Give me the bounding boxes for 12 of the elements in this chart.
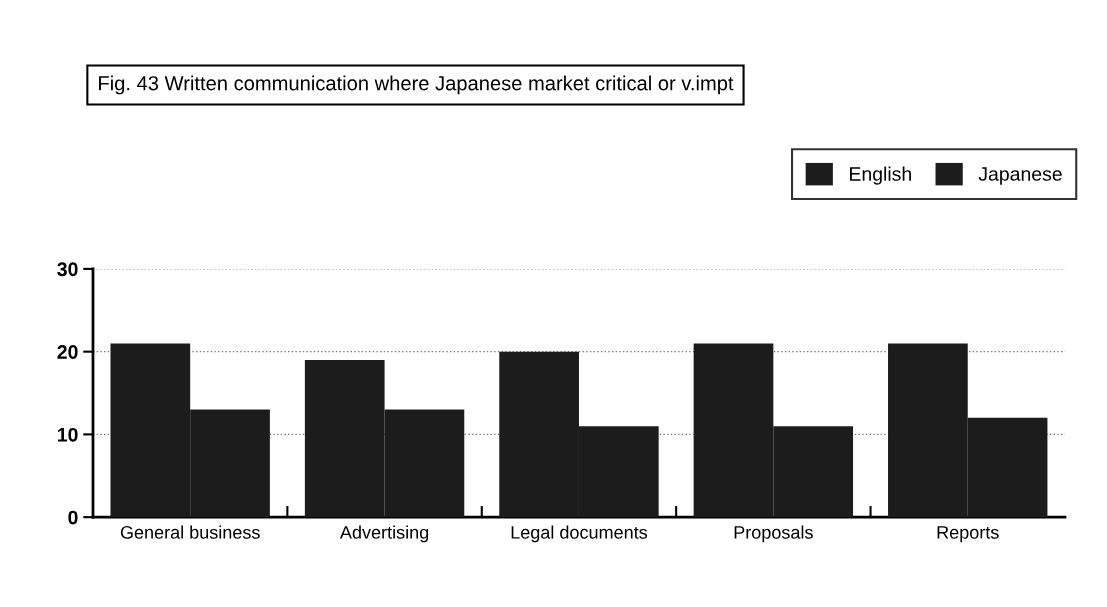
y-tick-label: 30 bbox=[57, 262, 78, 277]
y-tick-label: 0 bbox=[68, 510, 78, 525]
chart-title: Fig. 43 Written communication where Japanese market critical or v.impt bbox=[99, 75, 734, 95]
y-tick-label: 10 bbox=[58, 427, 78, 442]
x-tick-label: Legal documents bbox=[511, 525, 648, 543]
y-tick-label: 20 bbox=[57, 345, 78, 359]
legend-label: Japanese bbox=[978, 167, 1062, 185]
x-tick-label: General business bbox=[120, 525, 260, 539]
x-tick-label: Reports bbox=[937, 526, 999, 543]
x-tick-label: Proposals bbox=[734, 525, 813, 543]
legend-label: English bbox=[850, 166, 911, 185]
x-tick-label: Advertising bbox=[339, 525, 429, 543]
